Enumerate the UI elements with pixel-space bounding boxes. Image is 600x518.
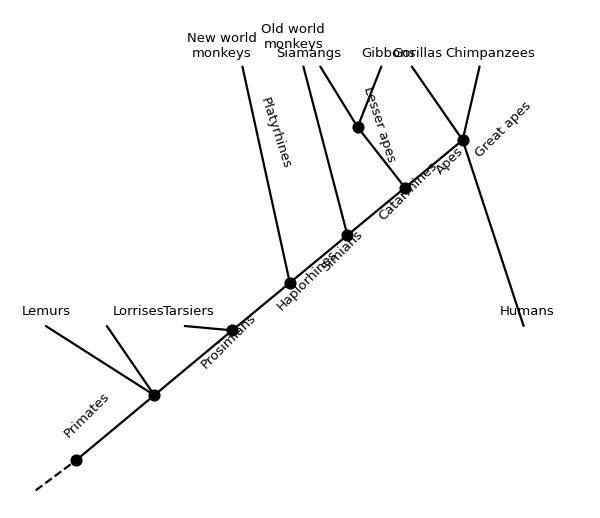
Point	[227, 326, 237, 335]
Text: Platyrhines: Platyrhines	[257, 96, 293, 170]
Text: Lemurs: Lemurs	[22, 305, 70, 318]
Text: Tarsiers: Tarsiers	[163, 305, 214, 318]
Point	[400, 183, 410, 192]
Text: Haplorhines: Haplorhines	[275, 248, 340, 313]
Point	[149, 391, 159, 399]
Text: Gibbons: Gibbons	[361, 47, 415, 60]
Text: Lesser apes: Lesser apes	[361, 85, 398, 164]
Text: Gorillas: Gorillas	[392, 47, 442, 60]
Text: Catarrhines: Catarrhines	[377, 160, 440, 223]
Point	[353, 123, 362, 131]
Text: Great apes: Great apes	[473, 98, 533, 160]
Text: Humans: Humans	[500, 305, 554, 318]
Text: Siamangs: Siamangs	[276, 47, 341, 60]
Text: Old world
monkeys: Old world monkeys	[262, 23, 325, 51]
Text: Chimpanzees: Chimpanzees	[445, 47, 535, 60]
Text: Lorrises: Lorrises	[112, 305, 164, 318]
Text: New world
monkeys: New world monkeys	[187, 32, 257, 60]
Point	[343, 231, 352, 239]
Text: Prosimians: Prosimians	[199, 311, 259, 371]
Text: Simians: Simians	[319, 228, 365, 274]
Point	[285, 279, 295, 287]
Text: Apes: Apes	[434, 145, 467, 177]
Point	[71, 456, 81, 464]
Point	[458, 136, 467, 144]
Text: Primates: Primates	[61, 390, 112, 441]
